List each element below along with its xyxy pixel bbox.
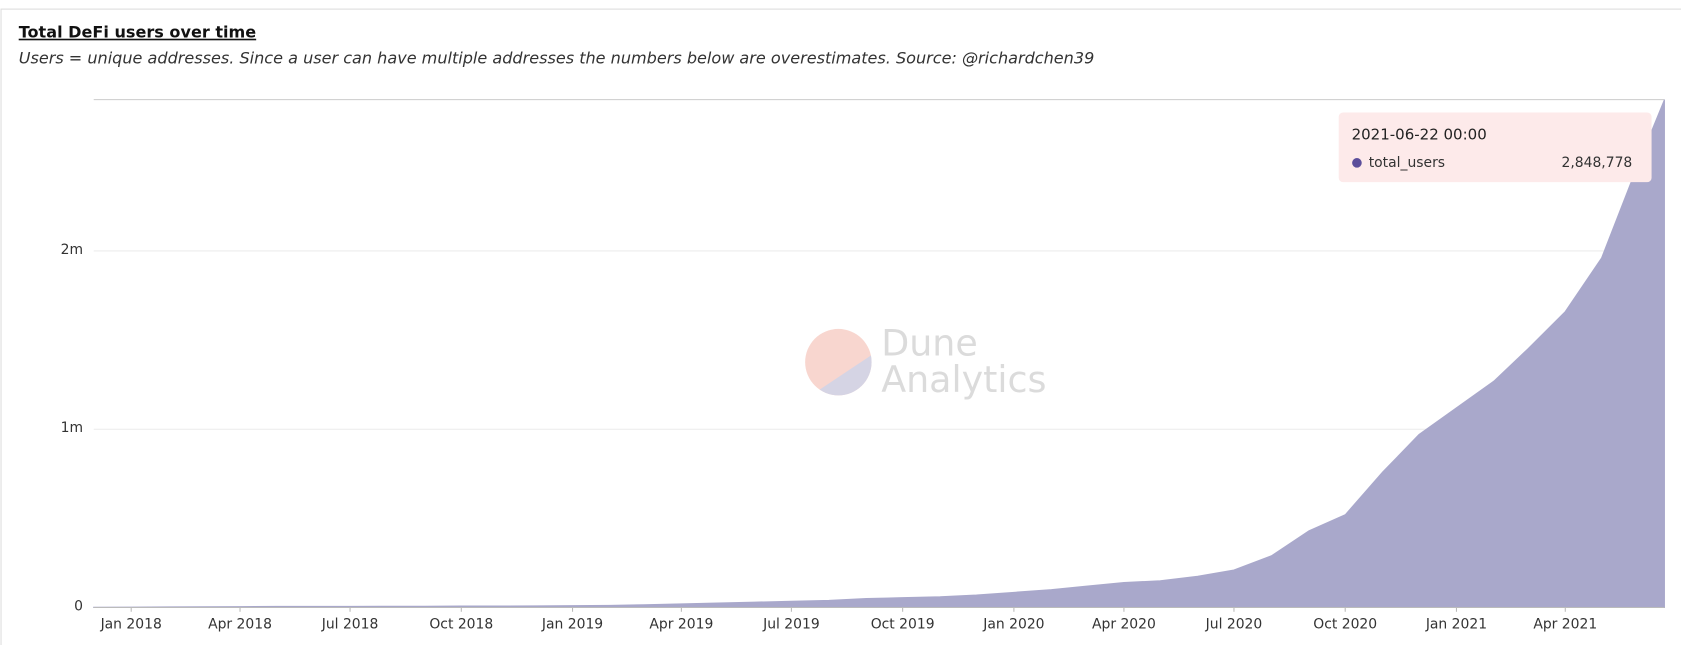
watermark: Dune Analytics <box>805 322 1047 401</box>
area <box>93 99 1665 609</box>
x-tick-label: Apr 2018 <box>208 617 272 633</box>
tooltip-series: total_users <box>1369 155 1445 171</box>
x-tick-label: Oct 2019 <box>871 617 935 633</box>
panel-border <box>0 8 1681 645</box>
x-tick-label: Jul 2020 <box>1205 617 1263 633</box>
tooltip-value: 2,848,778 <box>1562 155 1633 171</box>
x-tick-label: Apr 2021 <box>1533 617 1597 633</box>
x-tick-label: Jan 2021 <box>1425 617 1487 633</box>
x-tick-label: Oct 2020 <box>1313 617 1377 633</box>
tooltip: 2021-06-22 00:00 total_users 2,848,778 <box>1338 112 1652 183</box>
plot: 0 1m 2m Jan 2018 Apr 2018 Jul 2018 Oct 2018 Jan… <box>61 99 1665 633</box>
watermark-text: Dune <box>881 322 978 365</box>
x-tick-label: Jan 2020 <box>982 617 1044 633</box>
tooltip-marker <box>1352 158 1362 168</box>
x-tick-label: Apr 2019 <box>649 617 713 633</box>
y-tick-label: 0 <box>74 598 83 614</box>
chart-title[interactable]: Total DeFi users over time <box>19 23 257 42</box>
y-tick-label: 2m <box>61 242 83 258</box>
x-tick-label: Jul 2019 <box>762 617 820 633</box>
x-tick-label: Jan 2019 <box>541 617 603 633</box>
x-tick-label: Apr 2020 <box>1092 617 1156 633</box>
watermark-text: Analytics <box>881 358 1046 401</box>
x-tick-label: Oct 2018 <box>429 617 493 633</box>
x-tick-label: Jan 2018 <box>100 617 162 633</box>
tooltip-title: 2021-06-22 00:00 <box>1352 126 1487 144</box>
tooltip-box <box>1338 112 1652 183</box>
chart-subtitle: Users = unique addresses. Since a user c… <box>19 48 1095 67</box>
x-tick-label: Jul 2018 <box>321 617 379 633</box>
y-tick-label: 1m <box>61 420 83 436</box>
